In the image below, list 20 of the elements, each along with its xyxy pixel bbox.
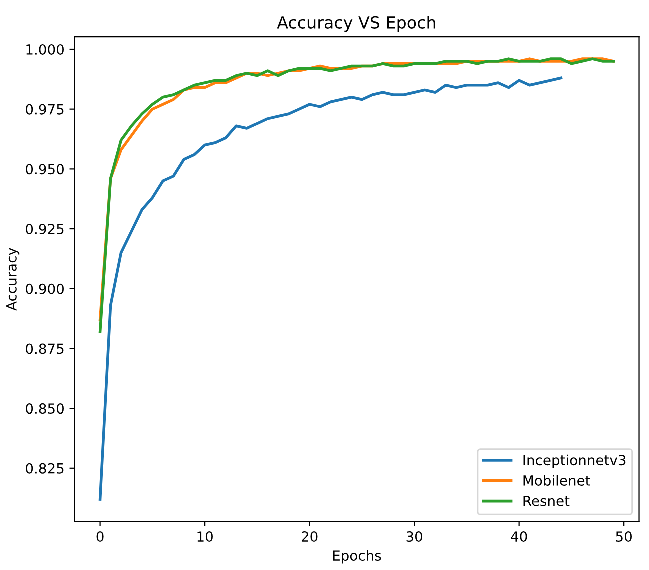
legend-label: Resnet xyxy=(524,496,570,506)
y-tick-label: 0.850 xyxy=(26,404,64,414)
x-tick-label: 0 xyxy=(96,532,104,542)
y-tick-label: 1.000 xyxy=(26,44,64,55)
chart-title: Accuracy VS Epoch xyxy=(277,16,436,32)
x-tick-label: 40 xyxy=(511,532,528,542)
y-axis-title: Accuracy xyxy=(6,248,20,311)
y-tick-label: 0.875 xyxy=(26,344,64,354)
y-tick-label: 0.825 xyxy=(26,463,64,474)
legend-label: Mobilenet xyxy=(524,475,590,486)
y-tick-label: 0.900 xyxy=(26,284,64,294)
y-tick-label: 0.925 xyxy=(26,224,64,235)
x-tick-label: 50 xyxy=(616,532,632,542)
y-tick-label: 0.975 xyxy=(26,104,64,115)
legend-label: Inceptionnetv3 xyxy=(524,454,626,468)
x-tick-label: 30 xyxy=(406,532,422,542)
x-tick-label: 10 xyxy=(198,532,213,542)
x-tick-label: 20 xyxy=(302,532,318,542)
x-axis-title: Epochs xyxy=(333,550,382,564)
y-tick-label: 0.950 xyxy=(26,164,64,175)
